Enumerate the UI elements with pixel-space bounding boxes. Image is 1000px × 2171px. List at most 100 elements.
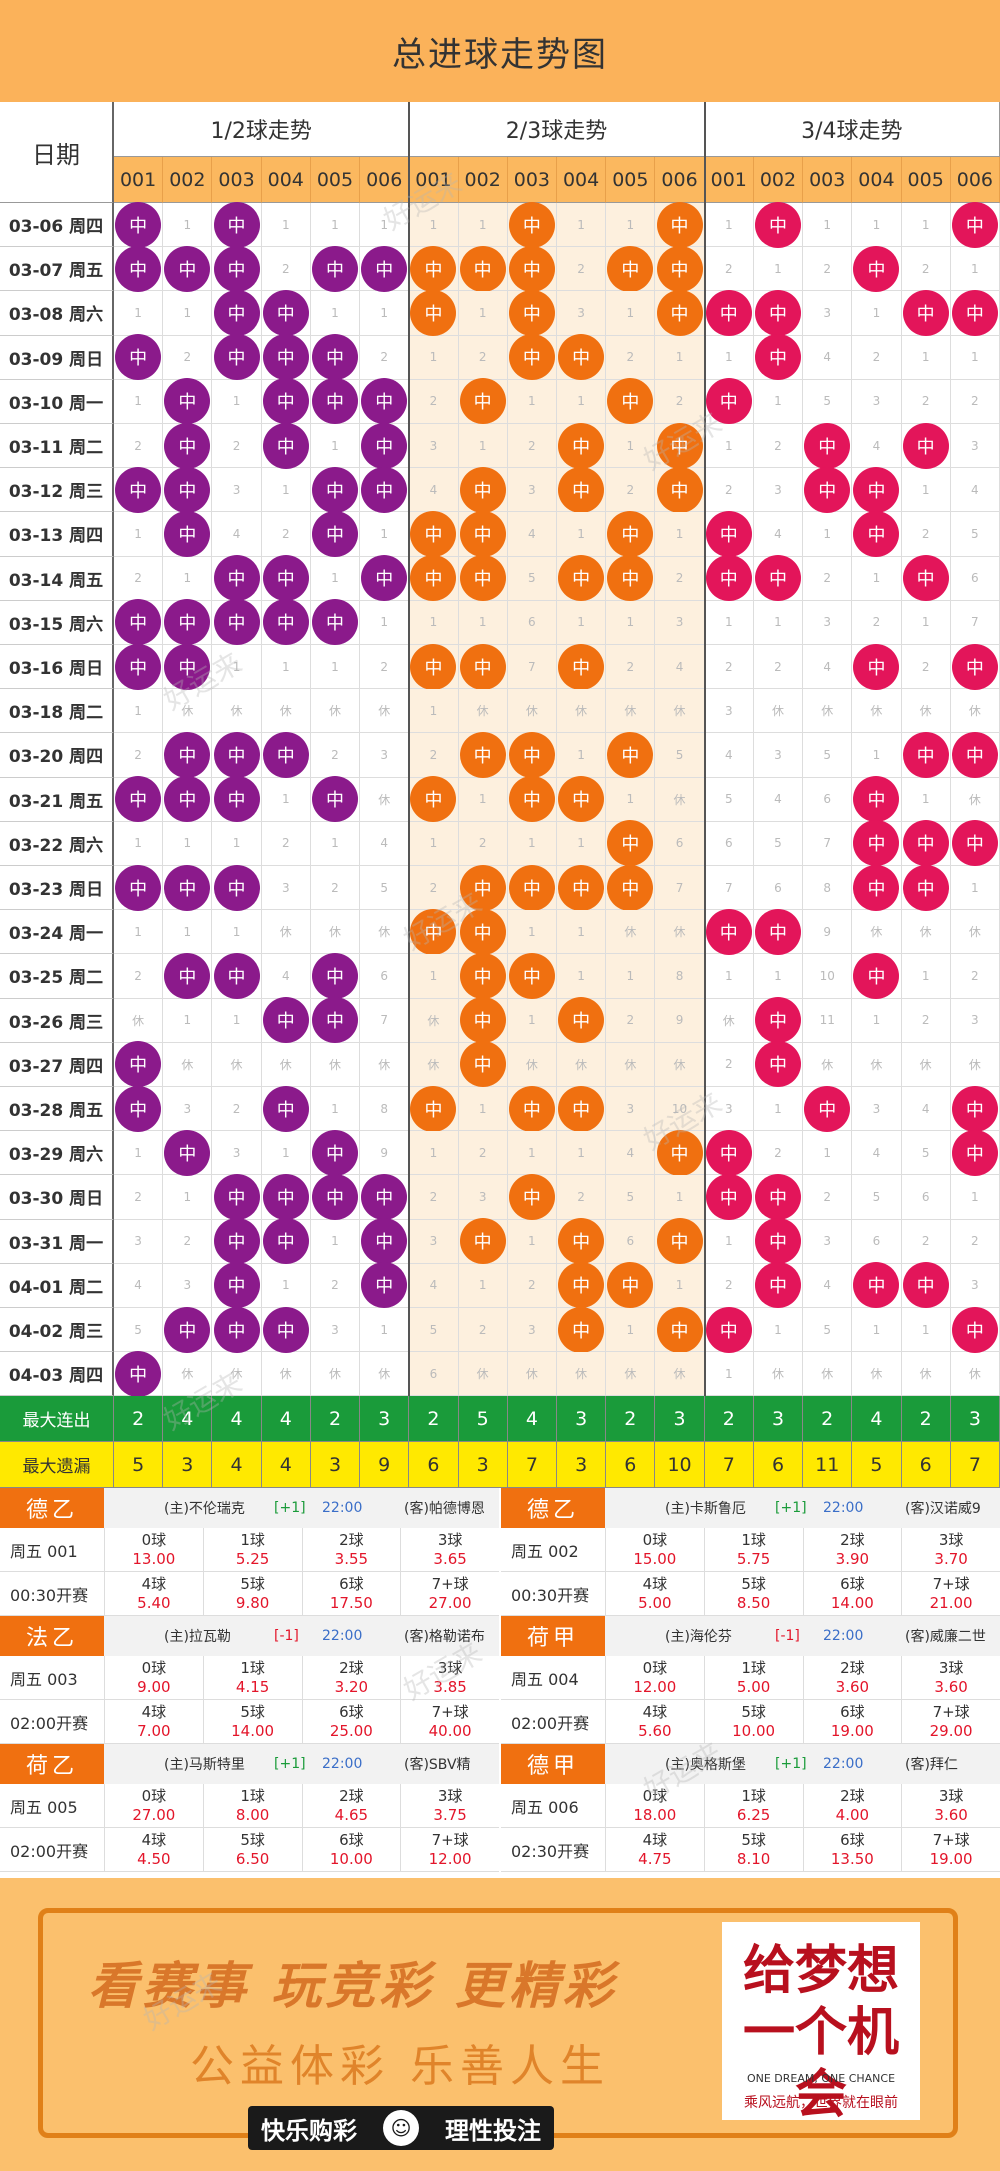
odds-cell[interactable]: 2球 4.00 xyxy=(802,1784,902,1829)
trend-cell: 中 xyxy=(212,555,262,602)
odds-cell[interactable]: 4球 7.00 xyxy=(104,1700,203,1745)
odds-cell[interactable]: 3球 3.75 xyxy=(400,1784,499,1829)
hit-ball: 中 xyxy=(459,245,506,292)
odds-cell[interactable]: 4球 5.00 xyxy=(605,1572,704,1617)
odds-cell[interactable]: 4球 5.40 xyxy=(104,1572,203,1617)
odds-cell[interactable]: 6球 25.00 xyxy=(301,1700,401,1745)
hit-ball: 中 xyxy=(754,1173,801,1220)
odds-value: 4.00 xyxy=(835,1806,870,1825)
odds-cell[interactable]: 6球 19.00 xyxy=(802,1700,902,1745)
trend-cell: 3 xyxy=(261,866,311,911)
odds-cell[interactable]: 5球 8.50 xyxy=(703,1572,803,1617)
trend-cell: 中 xyxy=(163,952,213,999)
trend-cell: 中 xyxy=(261,1085,311,1132)
odds-cell[interactable]: 3球 3.65 xyxy=(400,1528,499,1573)
odds-cell[interactable]: 5球 9.80 xyxy=(202,1572,302,1617)
odds-cell[interactable]: 0球 9.00 xyxy=(104,1656,203,1701)
odds-cell[interactable]: 1球 5.75 xyxy=(703,1528,803,1573)
hit-ball: 中 xyxy=(115,776,162,823)
match-header: (主)卡斯鲁厄 [+1] 22:00 (客)汉诺威9 xyxy=(605,1488,1000,1529)
odds-cell[interactable]: 6球 14.00 xyxy=(802,1572,902,1617)
trend-cell: 中 xyxy=(360,555,410,602)
trend-cell: 1 xyxy=(950,247,1000,292)
odds-cell[interactable]: 3球 3.60 xyxy=(901,1656,1000,1701)
trend-cell: 中 xyxy=(212,952,262,999)
hit-ball: 中 xyxy=(508,864,555,911)
odds-cell[interactable]: 2球 3.60 xyxy=(802,1656,902,1701)
odds-cell[interactable]: 1球 8.00 xyxy=(202,1784,302,1829)
match-hc: [-1] xyxy=(775,1628,800,1645)
odds-cell[interactable]: 2球 3.20 xyxy=(301,1656,401,1701)
hit-ball: 中 xyxy=(164,510,211,557)
trend-cell: 中 xyxy=(655,201,705,248)
odds-cell[interactable]: 2球 3.55 xyxy=(301,1528,401,1573)
odds-cell[interactable]: 6球 13.50 xyxy=(802,1828,902,1873)
trend-cell: 4 xyxy=(261,954,311,999)
trend-cell: 10 xyxy=(803,954,853,999)
odds-cell[interactable]: 7+球 19.00 xyxy=(901,1828,1000,1873)
match-odds-section: 德乙 (主)不伦瑞克 [+1] 22:00 (客)帕德博恩 周五 001 00:30开赛 0球… xyxy=(0,1488,1000,1875)
trend-cell: 7 xyxy=(704,866,754,911)
odds-cell[interactable]: 5球 8.10 xyxy=(703,1828,803,1873)
match-home: (主)卡斯鲁厄 xyxy=(665,1501,746,1518)
odds-cell[interactable]: 0球 15.00 xyxy=(605,1528,704,1573)
odds-cell[interactable]: 7+球 29.00 xyxy=(901,1700,1000,1745)
odds-cell[interactable]: 4球 5.60 xyxy=(605,1700,704,1745)
odds-cell[interactable]: 0球 13.00 xyxy=(104,1528,203,1573)
odds-cell[interactable]: 4球 4.50 xyxy=(104,1828,203,1873)
odds-cell[interactable]: 0球 18.00 xyxy=(605,1784,704,1829)
odds-cell[interactable]: 3球 3.70 xyxy=(901,1528,1000,1573)
odds-cell[interactable]: 7+球 21.00 xyxy=(901,1572,1000,1617)
odds-cell[interactable]: 7+球 40.00 xyxy=(400,1700,499,1745)
odds-cell[interactable]: 6球 17.50 xyxy=(301,1572,401,1617)
trend-cell: 3 xyxy=(507,468,557,513)
odds-cell[interactable]: 6球 10.00 xyxy=(301,1828,401,1873)
trend-cell: 1 xyxy=(163,998,213,1043)
trend-cell: 4 xyxy=(409,1263,459,1308)
odds-cell[interactable]: 7+球 12.00 xyxy=(400,1828,499,1873)
trend-cell: 中 xyxy=(507,731,557,778)
row-date: 03-21 周五 xyxy=(0,777,114,822)
odds-cell[interactable]: 4球 4.75 xyxy=(605,1828,704,1873)
trend-cell: 1 xyxy=(950,1175,1000,1220)
trend-cell: 中 xyxy=(409,245,459,292)
hit-ball: 中 xyxy=(951,289,998,336)
trend-cell: 中 xyxy=(458,466,508,513)
trend-cell: 2 xyxy=(163,1219,213,1264)
trend-cell: 中 xyxy=(310,378,361,425)
odds-cell[interactable]: 1球 5.25 xyxy=(202,1528,302,1573)
row-date: 03-06 周四 xyxy=(0,203,114,248)
hit-ball: 中 xyxy=(410,289,457,336)
trend-cell: 2 xyxy=(557,1175,607,1220)
odds-cell[interactable]: 2球 3.90 xyxy=(802,1528,902,1573)
odds-cell[interactable]: 0球 27.00 xyxy=(104,1784,203,1829)
hit-ball: 中 xyxy=(853,510,900,557)
trend-cell: 2 xyxy=(852,600,902,645)
trend-cell: 中 xyxy=(458,378,508,425)
hit-ball: 中 xyxy=(213,1173,260,1220)
trend-cell: 1 xyxy=(704,954,754,999)
odds-cell[interactable]: 0球 12.00 xyxy=(605,1656,704,1701)
odds-cell[interactable]: 1球 6.25 xyxy=(703,1784,803,1829)
promo-banner: 看赛事 玩竞彩 更精彩 公益体彩 乐善人生 给梦想一个机会 ONE DREAM,… xyxy=(0,1878,1000,2171)
stat-value: 2 xyxy=(803,1396,853,1443)
hit-ball: 中 xyxy=(459,378,506,425)
trend-cell: 1 xyxy=(360,291,410,336)
odds-cell[interactable]: 3球 3.60 xyxy=(901,1784,1000,1829)
stat-value: 3 xyxy=(655,1396,705,1443)
odds-cell[interactable]: 5球 10.00 xyxy=(703,1700,803,1745)
odds-cell[interactable]: 5球 6.50 xyxy=(202,1828,302,1873)
odds-cell[interactable]: 1球 4.15 xyxy=(202,1656,302,1701)
odds-value: 3.20 xyxy=(334,1678,369,1697)
odds-cell[interactable]: 1球 5.00 xyxy=(703,1656,803,1701)
trend-cell: 中 xyxy=(753,908,804,955)
trend-cell: 中 xyxy=(114,864,164,911)
match-code: 周五 005 xyxy=(0,1784,104,1829)
odds-cell[interactable]: 7+球 27.00 xyxy=(400,1572,499,1617)
odds-cell[interactable]: 2球 4.65 xyxy=(301,1784,401,1829)
hit-ball: 中 xyxy=(164,1306,211,1353)
odds-cell[interactable]: 3球 3.85 xyxy=(400,1656,499,1701)
trend-cell: 1 xyxy=(753,954,804,999)
odds-cell[interactable]: 5球 14.00 xyxy=(202,1700,302,1745)
stat-label: 最大连出 xyxy=(0,1396,114,1443)
